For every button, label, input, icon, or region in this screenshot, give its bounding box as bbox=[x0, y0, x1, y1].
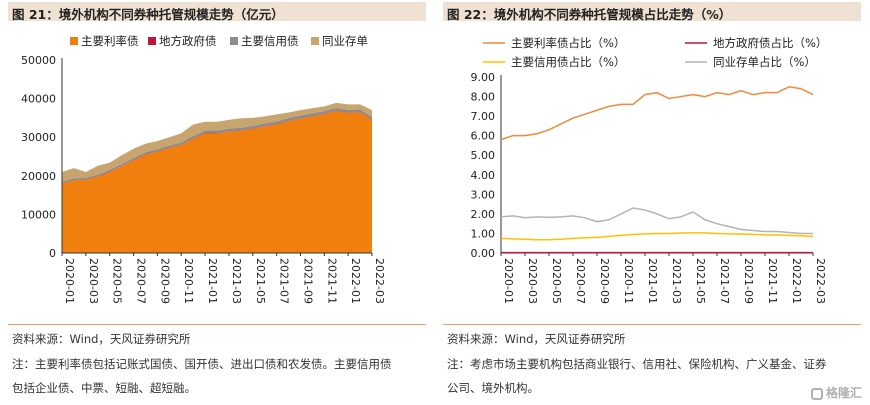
y-tick-label-9: 9.00 bbox=[471, 71, 496, 84]
x-tick-label-2: 2020-05 bbox=[550, 258, 563, 304]
y-tick-label-3: 3.00 bbox=[471, 188, 496, 201]
x-tick-label-12: 2022-01 bbox=[790, 258, 803, 304]
legend-swatch-3 bbox=[311, 37, 319, 45]
legend-label-2: 主要信用债 bbox=[241, 34, 299, 48]
x-tick-label-10: 2021-09 bbox=[301, 258, 314, 304]
x-tick-label-9: 2021-07 bbox=[718, 258, 731, 304]
x-tick-label-13: 2022-03 bbox=[373, 258, 386, 304]
x-tick-label-4: 2020-09 bbox=[598, 258, 611, 304]
right-divider bbox=[443, 324, 861, 325]
x-tick-label-0: 2020-01 bbox=[502, 258, 515, 304]
legend-label-0: 主要利率债占比（%） bbox=[511, 36, 625, 50]
legend-swatch-1 bbox=[148, 37, 156, 45]
y-tick-label-8: 8.00 bbox=[471, 91, 496, 104]
x-tick-label-7: 2021-03 bbox=[670, 258, 683, 304]
x-tick-label-6: 2021-01 bbox=[646, 258, 659, 304]
x-tick-label-11: 2021-11 bbox=[325, 258, 338, 304]
left-source: 资料来源：Wind，天风证券研究所 bbox=[12, 332, 191, 346]
x-tick-label-3: 2020-07 bbox=[135, 258, 148, 304]
y-tick-label-4: 40000 bbox=[21, 93, 56, 106]
area-series-0 bbox=[62, 110, 372, 254]
legend-label-2: 主要信用债占比（%） bbox=[511, 55, 625, 69]
y-tick-label-6: 6.00 bbox=[471, 130, 496, 143]
x-tick-label-13: 2022-03 bbox=[814, 258, 827, 304]
legend-swatch-2 bbox=[230, 37, 238, 45]
watermark-logo: 格隆汇 bbox=[810, 384, 862, 401]
legend-label-1: 地方政府债 bbox=[159, 34, 217, 48]
x-tick-label-4: 2020-09 bbox=[158, 258, 171, 304]
x-tick-label-12: 2022-01 bbox=[349, 258, 362, 304]
right-chart-panel: 图 22：境外机构不同券种托管规模占比走势（%） 主要利率债占比（%） 地方政府债… bbox=[435, 0, 870, 405]
left-chart-panel: 图 21：境外机构不同券种托管规模走势（亿元） 主要利率债 地方政府债 主要信用债 同… bbox=[8, 2, 426, 395]
right-note-line1: 注：考虑市场主要机构包括商业银行、信用社、保险机构、广义基金、证券 bbox=[447, 357, 827, 371]
x-tick-label-6: 2021-01 bbox=[206, 258, 219, 304]
x-tick-label-9: 2021-07 bbox=[278, 258, 291, 304]
right-chart-title: 图 22：境外机构不同券种托管规模占比走势（%） bbox=[447, 7, 732, 22]
line-series-3 bbox=[500, 207, 813, 235]
y-tick-label-4: 4.00 bbox=[471, 169, 496, 182]
right-title-bar: 图 22：境外机构不同券种托管规模占比走势（%） bbox=[443, 2, 861, 22]
area-series-3 bbox=[62, 102, 372, 182]
left-note-line1: 注：主要利率债包括记账式国债、国开债、进出口债和农发债。主要信用债 bbox=[12, 357, 392, 371]
legend-label-1: 地方政府债占比（%） bbox=[713, 36, 827, 50]
y-tick-label-0: 0.00 bbox=[471, 247, 496, 260]
x-tick-label-7: 2021-03 bbox=[230, 258, 243, 304]
y-tick-label-5: 5.00 bbox=[471, 149, 496, 162]
left-chart-title: 图 21：境外机构不同券种托管规模走势（亿元） bbox=[12, 7, 284, 22]
legend-swatch-0 bbox=[70, 37, 78, 45]
y-tick-label-0: 0 bbox=[49, 247, 56, 260]
watermark-text: 格隆汇 bbox=[825, 386, 862, 400]
left-title-bar: 图 21：境外机构不同券种托管规模走势（亿元） bbox=[8, 2, 426, 22]
legend-label-3: 同业存单占比（%） bbox=[713, 55, 816, 69]
y-tick-label-5: 50000 bbox=[21, 54, 56, 67]
legend-label-0: 主要利率债 bbox=[81, 34, 139, 48]
share-line-chart: 主要利率债占比（%） 地方政府债占比（%） 主要信用债占比（%） 同业存单占比（%） 0… bbox=[471, 36, 828, 304]
y-tick-label-2: 20000 bbox=[21, 170, 56, 183]
x-tick-label-0: 2020-01 bbox=[63, 258, 76, 304]
x-tick-label-2: 2020-05 bbox=[111, 258, 124, 304]
left-divider bbox=[8, 324, 426, 325]
x-tick-label-11: 2021-11 bbox=[766, 258, 779, 304]
y-tick-label-2: 2.00 bbox=[471, 208, 496, 221]
x-tick-label-5: 2020-11 bbox=[622, 258, 635, 304]
x-tick-label-10: 2021-09 bbox=[742, 258, 755, 304]
right-source: 资料来源：Wind，天风证券研究所 bbox=[447, 332, 626, 346]
left-note-line2: 包括企业债、中票、短融、超短融。 bbox=[12, 381, 196, 395]
stacked-area-chart: 主要利率债 地方政府债 主要信用债 同业存单 0 10000 20000 30000 40000… bbox=[21, 34, 386, 304]
x-tick-label-3: 2020-07 bbox=[574, 258, 587, 304]
x-tick-label-1: 2020-03 bbox=[87, 258, 100, 304]
y-tick-label-1: 1.00 bbox=[471, 227, 496, 240]
line-series-2 bbox=[500, 232, 814, 241]
watermark-icon bbox=[810, 388, 823, 400]
x-tick-label-8: 2021-05 bbox=[694, 258, 707, 304]
x-tick-label-1: 2020-03 bbox=[526, 258, 539, 304]
right-note-line2: 公司、境外机构。 bbox=[447, 381, 539, 395]
y-tick-label-3: 30000 bbox=[21, 131, 56, 144]
line-series-0 bbox=[500, 85, 814, 141]
x-tick-label-8: 2021-05 bbox=[254, 258, 267, 304]
legend-label-3: 同业存单 bbox=[322, 34, 368, 48]
y-tick-label-7: 7.00 bbox=[471, 110, 496, 123]
x-tick-label-5: 2020-11 bbox=[182, 258, 195, 304]
y-tick-label-1: 10000 bbox=[21, 208, 56, 221]
